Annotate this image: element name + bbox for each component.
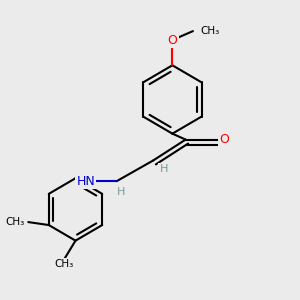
Text: H: H bbox=[159, 164, 168, 174]
Text: CH₃: CH₃ bbox=[200, 26, 220, 36]
Text: H: H bbox=[117, 187, 125, 196]
Text: O: O bbox=[219, 133, 229, 146]
Text: CH₃: CH₃ bbox=[54, 260, 74, 269]
Text: HN: HN bbox=[76, 175, 95, 188]
Text: O: O bbox=[167, 34, 177, 46]
Text: CH₃: CH₃ bbox=[5, 217, 25, 227]
